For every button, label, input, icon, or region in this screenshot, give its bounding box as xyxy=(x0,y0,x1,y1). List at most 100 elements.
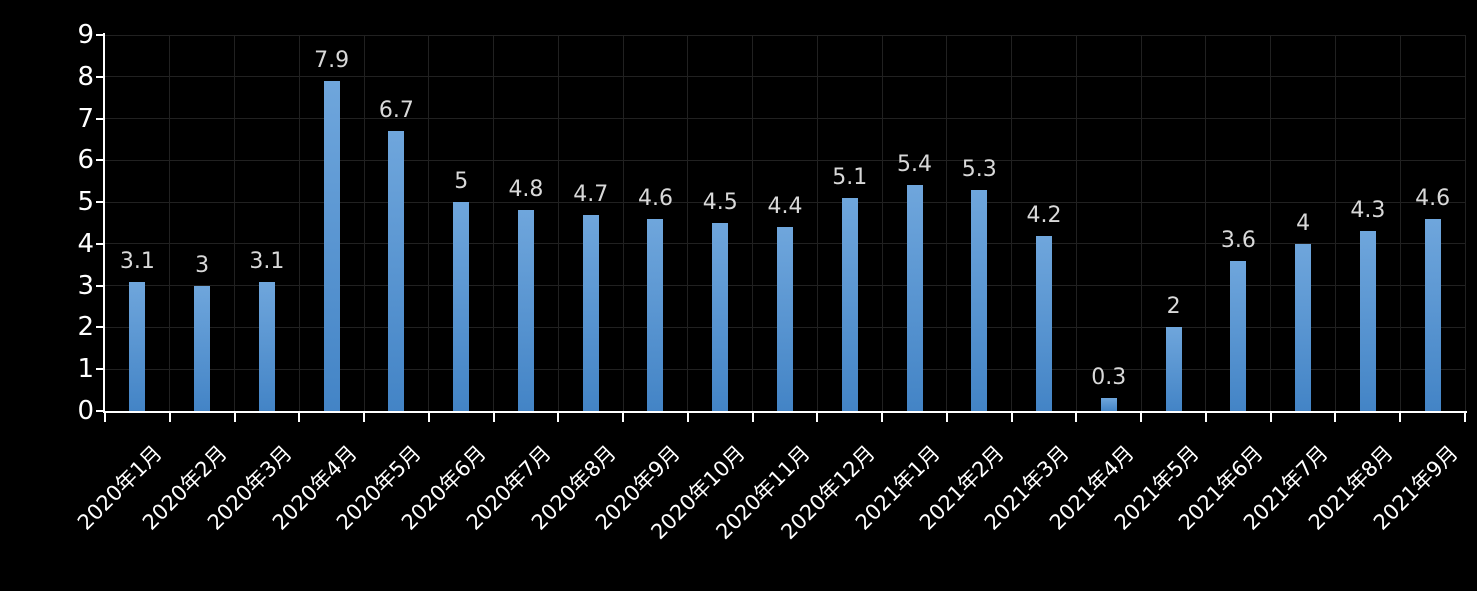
vertical-gridline xyxy=(493,35,495,411)
y-axis-label: 5 xyxy=(77,187,94,218)
data-label: 2 xyxy=(1166,294,1181,320)
vertical-gridline xyxy=(881,35,883,411)
data-label: 4.6 xyxy=(637,185,673,211)
vertical-gridline xyxy=(752,35,754,411)
x-axis-line xyxy=(103,411,1467,413)
bar-2020年12月 xyxy=(841,197,858,411)
bar-2020年11月 xyxy=(777,227,793,411)
x-axis-tick xyxy=(1010,413,1013,422)
x-axis-tick xyxy=(881,413,884,422)
bar-2021年7月 xyxy=(1295,243,1312,411)
y-axis-tick xyxy=(96,201,103,204)
x-axis-tick xyxy=(168,413,171,422)
x-axis-tick xyxy=(622,413,625,422)
x-axis-tick xyxy=(298,413,301,422)
data-label: 5.3 xyxy=(961,156,997,182)
y-axis-tick xyxy=(96,159,103,162)
bar-2020年10月 xyxy=(712,223,729,411)
y-axis-label: 7 xyxy=(77,103,94,134)
bar-2021年6月 xyxy=(1230,260,1247,411)
x-axis-tick xyxy=(686,413,689,422)
bar-2021年8月 xyxy=(1359,231,1376,411)
bar-2021年1月 xyxy=(906,185,923,411)
x-axis-tick xyxy=(1464,413,1466,422)
y-axis-label: 4 xyxy=(77,228,94,259)
y-axis-tick xyxy=(96,326,103,329)
horizontal-gridline xyxy=(105,34,1465,36)
y-axis-label: 8 xyxy=(77,61,94,92)
data-label: 7.9 xyxy=(314,47,350,73)
y-axis-line xyxy=(103,33,105,413)
data-label: 4.3 xyxy=(1350,198,1386,224)
y-axis-label: 0 xyxy=(77,396,94,426)
data-label: 4.2 xyxy=(1026,202,1062,228)
data-label: 0.3 xyxy=(1091,365,1127,391)
vertical-gridline xyxy=(1334,35,1336,411)
x-axis-tick xyxy=(1399,413,1402,422)
x-axis-tick xyxy=(816,413,819,422)
x-axis-tick xyxy=(427,413,430,422)
bar-2020年2月 xyxy=(194,285,211,411)
y-axis-tick xyxy=(96,242,103,245)
vertical-gridline xyxy=(1399,35,1401,411)
vertical-gridline xyxy=(428,35,430,411)
y-axis-tick xyxy=(96,368,103,371)
y-axis-tick xyxy=(96,75,103,78)
data-label: 3.6 xyxy=(1220,227,1256,253)
vertical-gridline xyxy=(946,35,948,411)
data-label: 6.7 xyxy=(378,98,414,124)
horizontal-gridline xyxy=(105,201,1465,203)
y-axis-label: 3 xyxy=(77,270,94,301)
data-label: 5.4 xyxy=(897,152,933,178)
data-label: 4.8 xyxy=(508,177,544,203)
horizontal-gridline xyxy=(105,159,1465,161)
x-axis-tick xyxy=(945,413,948,422)
bar-2020年8月 xyxy=(582,214,599,411)
bar-2021年2月 xyxy=(971,189,988,411)
x-axis-tick xyxy=(1204,413,1207,422)
y-axis-tick xyxy=(96,117,103,120)
x-axis-tick xyxy=(492,413,495,422)
bar-2021年3月 xyxy=(1036,235,1053,411)
vertical-gridline xyxy=(557,35,559,411)
y-axis-label: 2 xyxy=(77,312,94,343)
vertical-gridline xyxy=(298,35,300,411)
bar-2020年3月 xyxy=(258,281,275,411)
vertical-gridline xyxy=(1205,35,1207,411)
bar-2021年5月 xyxy=(1165,327,1182,411)
y-axis-tick xyxy=(96,284,103,287)
vertical-gridline xyxy=(816,35,818,411)
bar-2020年1月 xyxy=(129,281,146,411)
bar-2020年4月 xyxy=(323,80,340,411)
x-axis-tick xyxy=(1334,413,1337,422)
vertical-gridline xyxy=(687,35,689,411)
vertical-gridline xyxy=(1011,35,1013,411)
data-label: 3.1 xyxy=(119,248,155,274)
horizontal-gridline xyxy=(105,76,1465,78)
horizontal-gridline xyxy=(105,118,1465,120)
vertical-gridline xyxy=(1270,35,1272,411)
data-label: 4.6 xyxy=(1415,185,1451,211)
y-axis-tick xyxy=(96,34,103,36)
data-label: 5.1 xyxy=(832,164,868,190)
plot-area: 3.1 3 3.1 7.9 6.7 5 4.8 4.7 4.6 4.5 4.4 5.1 5.4 5.3 4.… xyxy=(105,34,1466,411)
data-label: 4.4 xyxy=(767,194,803,220)
y-axis-label: 1 xyxy=(77,354,94,385)
vertical-gridline xyxy=(1464,35,1466,411)
vertical-gridline xyxy=(1075,35,1077,411)
vertical-gridline xyxy=(622,35,624,411)
data-label: 3.1 xyxy=(249,248,285,274)
bar-2021年9月 xyxy=(1424,218,1441,411)
data-label: 4 xyxy=(1296,210,1311,236)
vertical-gridline xyxy=(234,35,236,411)
vertical-gridline xyxy=(363,35,365,411)
y-axis-label: 9 xyxy=(77,20,94,50)
bar-2021年4月 xyxy=(1100,398,1117,411)
y-axis-tick xyxy=(96,410,103,412)
x-axis-tick xyxy=(104,413,106,422)
x-axis-tick xyxy=(1269,413,1272,422)
x-axis-tick xyxy=(557,413,560,422)
data-label: 4.7 xyxy=(573,181,609,207)
vertical-gridline xyxy=(1140,35,1142,411)
